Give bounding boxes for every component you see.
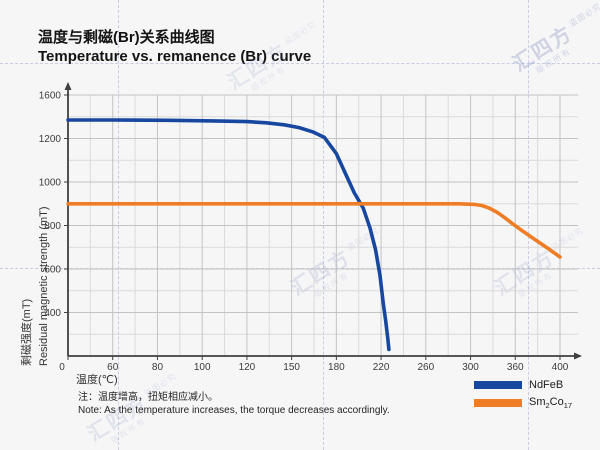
svg-text:120: 120 (239, 362, 256, 373)
svg-text:1200: 1200 (39, 134, 62, 145)
svg-text:100: 100 (194, 362, 211, 373)
svg-text:180: 180 (328, 362, 345, 373)
legend-label-sm2co17: Sm2Co17 (529, 396, 573, 411)
legend-item-sm2co17: Sm2Co17 (474, 396, 572, 410)
legend-item-ndfeb: NdFeB (474, 379, 572, 391)
legend-label-ndfeb: NdFeB (529, 379, 564, 391)
x-axis-label: 温度(℃) (76, 374, 118, 386)
svg-text:80: 80 (152, 362, 164, 373)
page-title-en: Temperature vs. remanence (Br) curve (38, 48, 312, 65)
svg-text:400: 400 (44, 308, 61, 319)
ndfeb-color-swatch (474, 381, 522, 389)
svg-text:0: 0 (59, 362, 65, 373)
svg-text:1600: 1600 (39, 91, 62, 102)
legend: NdFeB Sm2Co17 (474, 379, 572, 415)
svg-text:800: 800 (44, 221, 61, 232)
svg-text:300: 300 (462, 362, 479, 373)
svg-text:220: 220 (373, 362, 390, 373)
svg-text:1000: 1000 (39, 178, 62, 189)
y-axis-label-en: Residual magnetic strength (mT) (38, 206, 50, 366)
page-title-zh: 温度与剩磁(Br)关系曲线图 (38, 29, 215, 46)
svg-text:400: 400 (552, 362, 569, 373)
footnote-zh: 注：温度增高，扭矩相应减小。 (78, 392, 218, 403)
svg-text:260: 260 (417, 362, 434, 373)
footnote-en: Note: As the temperature increases, the … (78, 405, 390, 416)
svg-text:150: 150 (283, 362, 300, 373)
svg-text:360: 360 (507, 362, 524, 373)
svg-text:60: 60 (107, 362, 119, 373)
y-axis-label-zh: 剩磁强度(mT) (21, 298, 33, 366)
svg-text:600: 600 (44, 265, 61, 276)
footnote: 注：温度增高，扭矩相应减小。 Note: As the temperature … (78, 391, 390, 417)
sm2co17-color-swatch (474, 399, 522, 408)
